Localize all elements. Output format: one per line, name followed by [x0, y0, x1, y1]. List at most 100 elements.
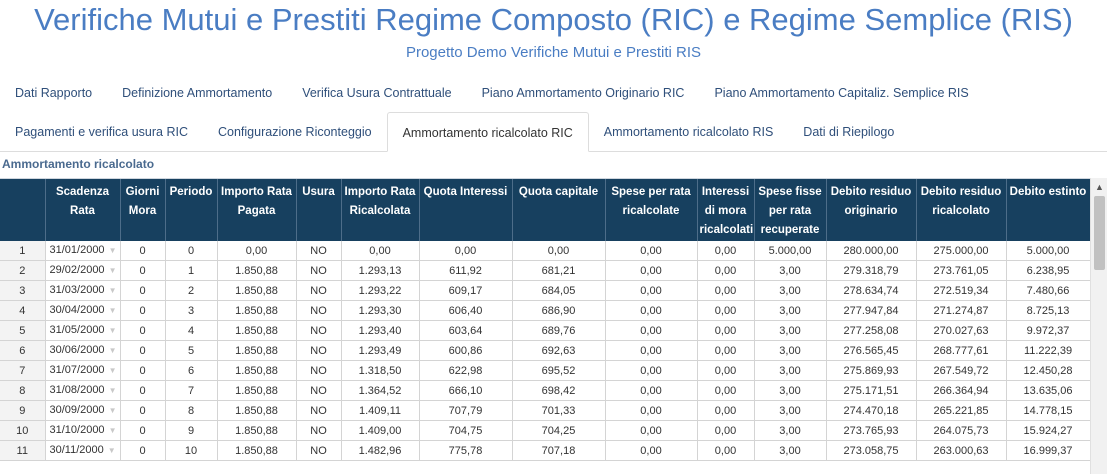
column-header[interactable]: Spese per rata ricalcolate — [605, 179, 698, 241]
tab-definizione-ammortamento[interactable]: Definizione Ammortamento — [122, 86, 273, 100]
date-cell[interactable]: 31/01/2000 ▼ — [45, 241, 121, 261]
grid-cell[interactable]: 3,00 — [754, 360, 827, 381]
date-cell[interactable]: 29/02/2000 ▼ — [45, 260, 121, 281]
column-header[interactable]: Debito residuo originario — [826, 179, 917, 241]
grid-cell[interactable]: 7 — [165, 380, 218, 401]
column-header[interactable]: Usura — [296, 179, 342, 241]
grid-cell[interactable]: 1.850,88 — [217, 320, 297, 341]
grid-cell[interactable]: 16.999,37 — [1006, 440, 1091, 461]
grid-cell[interactable]: 0,00 — [605, 360, 698, 381]
grid-cell[interactable]: NO — [296, 380, 342, 401]
grid-cell[interactable]: 1.293,30 — [341, 300, 420, 321]
grid-cell[interactable]: 0,00 — [697, 340, 755, 361]
grid-cell[interactable]: 14.778,15 — [1006, 400, 1091, 421]
grid-cell[interactable]: 273.761,05 — [916, 260, 1007, 281]
grid-cell[interactable]: 0,00 — [605, 420, 698, 441]
table-row[interactable]: 1 31/01/2000 ▼ 0 0 0,00 NO 0,00 0,00 0,00 0,00 0,00… — [0, 241, 1091, 261]
column-header[interactable]: Periodo — [165, 179, 218, 241]
grid-cell[interactable]: 275.869,93 — [826, 360, 917, 381]
grid-cell[interactable]: 0,00 — [512, 241, 606, 261]
grid-cell[interactable]: 272.519,34 — [916, 280, 1007, 301]
grid-cell[interactable]: NO — [296, 420, 342, 441]
table-row[interactable]: 4 30/04/2000 ▼ 0 3 1.850,88 NO 1.293,30 606,40 68… — [0, 300, 1091, 321]
grid-cell[interactable]: 0,00 — [697, 360, 755, 381]
grid-cell[interactable]: 279.318,79 — [826, 260, 917, 281]
table-row[interactable]: 3 31/03/2000 ▼ 0 2 1.850,88 NO 1.293,22 609,17 68… — [0, 280, 1091, 301]
tab-pagamenti-e-verifica-usura-ric[interactable]: Pagamenti e verifica usura RIC — [15, 125, 188, 139]
grid-cell[interactable]: 6 — [165, 360, 218, 381]
grid-cell[interactable]: 1.850,88 — [217, 280, 297, 301]
column-header[interactable]: Spese fisse per rata recuperate — [754, 179, 827, 241]
grid-cell[interactable]: 3,00 — [754, 280, 827, 301]
grid-cell[interactable]: NO — [296, 260, 342, 281]
date-cell[interactable]: 30/04/2000 ▼ — [45, 300, 121, 321]
grid-cell[interactable]: 1.364,52 — [341, 380, 420, 401]
chevron-down-icon[interactable]: ▼ — [108, 286, 117, 295]
grid-cell[interactable]: 9.972,37 — [1006, 320, 1091, 341]
grid-cell[interactable]: 266.364,94 — [916, 380, 1007, 401]
grid-cell[interactable]: 1.293,22 — [341, 280, 420, 301]
grid-cell[interactable]: 0 — [165, 241, 218, 261]
grid-cell[interactable]: 707,79 — [419, 400, 513, 421]
grid-cell[interactable]: 681,21 — [512, 260, 606, 281]
column-header[interactable] — [0, 179, 46, 241]
tab-dati-rapporto[interactable]: Dati Rapporto — [15, 86, 93, 100]
column-header[interactable]: Importo Rata Ricalcolata — [341, 179, 420, 241]
grid-cell[interactable]: 6.238,95 — [1006, 260, 1091, 281]
grid-cell[interactable]: 1.850,88 — [217, 380, 297, 401]
grid-cell[interactable]: 611,92 — [419, 260, 513, 281]
grid-cell[interactable]: 11.222,39 — [1006, 340, 1091, 361]
grid-cell[interactable]: 275.171,51 — [826, 380, 917, 401]
date-cell[interactable]: 30/11/2000 ▼ — [45, 440, 121, 461]
grid-cell[interactable]: 1.318,50 — [341, 360, 420, 381]
table-row[interactable]: 2 29/02/2000 ▼ 0 1 1.850,88 NO 1.293,13 611,92 68… — [0, 260, 1091, 281]
grid-cell[interactable]: 0,00 — [605, 280, 698, 301]
grid-cell[interactable]: NO — [296, 300, 342, 321]
grid-cell[interactable]: 0,00 — [697, 400, 755, 421]
grid-cell[interactable]: 0,00 — [605, 380, 698, 401]
grid-cell[interactable]: 0,00 — [605, 320, 698, 341]
table-row[interactable]: 8 31/08/2000 ▼ 0 7 1.850,88 NO 1.364,52 666,10 69… — [0, 380, 1091, 401]
grid-cell[interactable]: 0,00 — [697, 440, 755, 461]
grid-cell[interactable]: 0,00 — [605, 260, 698, 281]
column-header[interactable]: Giorni Mora — [120, 179, 166, 241]
table-row[interactable]: 7 31/07/2000 ▼ 0 6 1.850,88 NO 1.318,50 622,98 69… — [0, 360, 1091, 381]
grid-cell[interactable]: 775,78 — [419, 440, 513, 461]
grid-cell[interactable]: 1.850,88 — [217, 260, 297, 281]
tab-verifica-usura-contrattuale[interactable]: Verifica Usura Contrattuale — [302, 86, 452, 100]
date-cell[interactable]: 31/07/2000 ▼ — [45, 360, 121, 381]
grid-cell[interactable]: 1.482,96 — [341, 440, 420, 461]
grid-cell[interactable]: 267.549,72 — [916, 360, 1007, 381]
grid-cell[interactable]: 0 — [120, 400, 166, 421]
grid-cell[interactable]: 273.765,93 — [826, 420, 917, 441]
grid-cell[interactable]: 265.221,85 — [916, 400, 1007, 421]
table-row[interactable]: 10 31/10/2000 ▼ 0 9 1.850,88 NO 1.409,00 704,75 7… — [0, 420, 1091, 441]
grid-cell[interactable]: 686,90 — [512, 300, 606, 321]
column-header[interactable]: Debito estinto — [1006, 179, 1091, 241]
grid-cell[interactable]: 277.947,84 — [826, 300, 917, 321]
grid-cell[interactable]: NO — [296, 360, 342, 381]
grid-cell[interactable]: 707,18 — [512, 440, 606, 461]
grid-cell[interactable]: 1.850,88 — [217, 420, 297, 441]
grid-cell[interactable]: 0,00 — [217, 241, 297, 261]
chevron-down-icon[interactable]: ▼ — [108, 246, 117, 255]
grid-cell[interactable]: 274.470,18 — [826, 400, 917, 421]
grid-cell[interactable]: 8.725,13 — [1006, 300, 1091, 321]
grid-cell[interactable]: 5.000,00 — [754, 241, 827, 261]
grid-cell[interactable]: 3,00 — [754, 400, 827, 421]
grid-cell[interactable]: 0 — [120, 360, 166, 381]
grid-cell[interactable]: 0,00 — [697, 320, 755, 341]
grid-cell[interactable]: 0,00 — [697, 241, 755, 261]
grid-cell[interactable]: 1.850,88 — [217, 360, 297, 381]
grid-cell[interactable]: 278.634,74 — [826, 280, 917, 301]
grid-cell[interactable]: 1.850,88 — [217, 400, 297, 421]
grid-cell[interactable]: 10 — [165, 440, 218, 461]
grid-cell[interactable]: 3 — [165, 300, 218, 321]
tab-piano-ammortamento-capitaliz-semplice-ris[interactable]: Piano Ammortamento Capitaliz. Semplice R… — [714, 86, 969, 100]
grid-cell[interactable]: 0 — [120, 300, 166, 321]
table-row[interactable]: 9 30/09/2000 ▼ 0 8 1.850,88 NO 1.409,11 707,79 70… — [0, 400, 1091, 421]
grid-cell[interactable]: 0,00 — [605, 300, 698, 321]
grid-cell[interactable]: 3,00 — [754, 260, 827, 281]
scrollbar-thumb[interactable] — [1094, 196, 1105, 270]
grid-cell[interactable]: 277.258,08 — [826, 320, 917, 341]
